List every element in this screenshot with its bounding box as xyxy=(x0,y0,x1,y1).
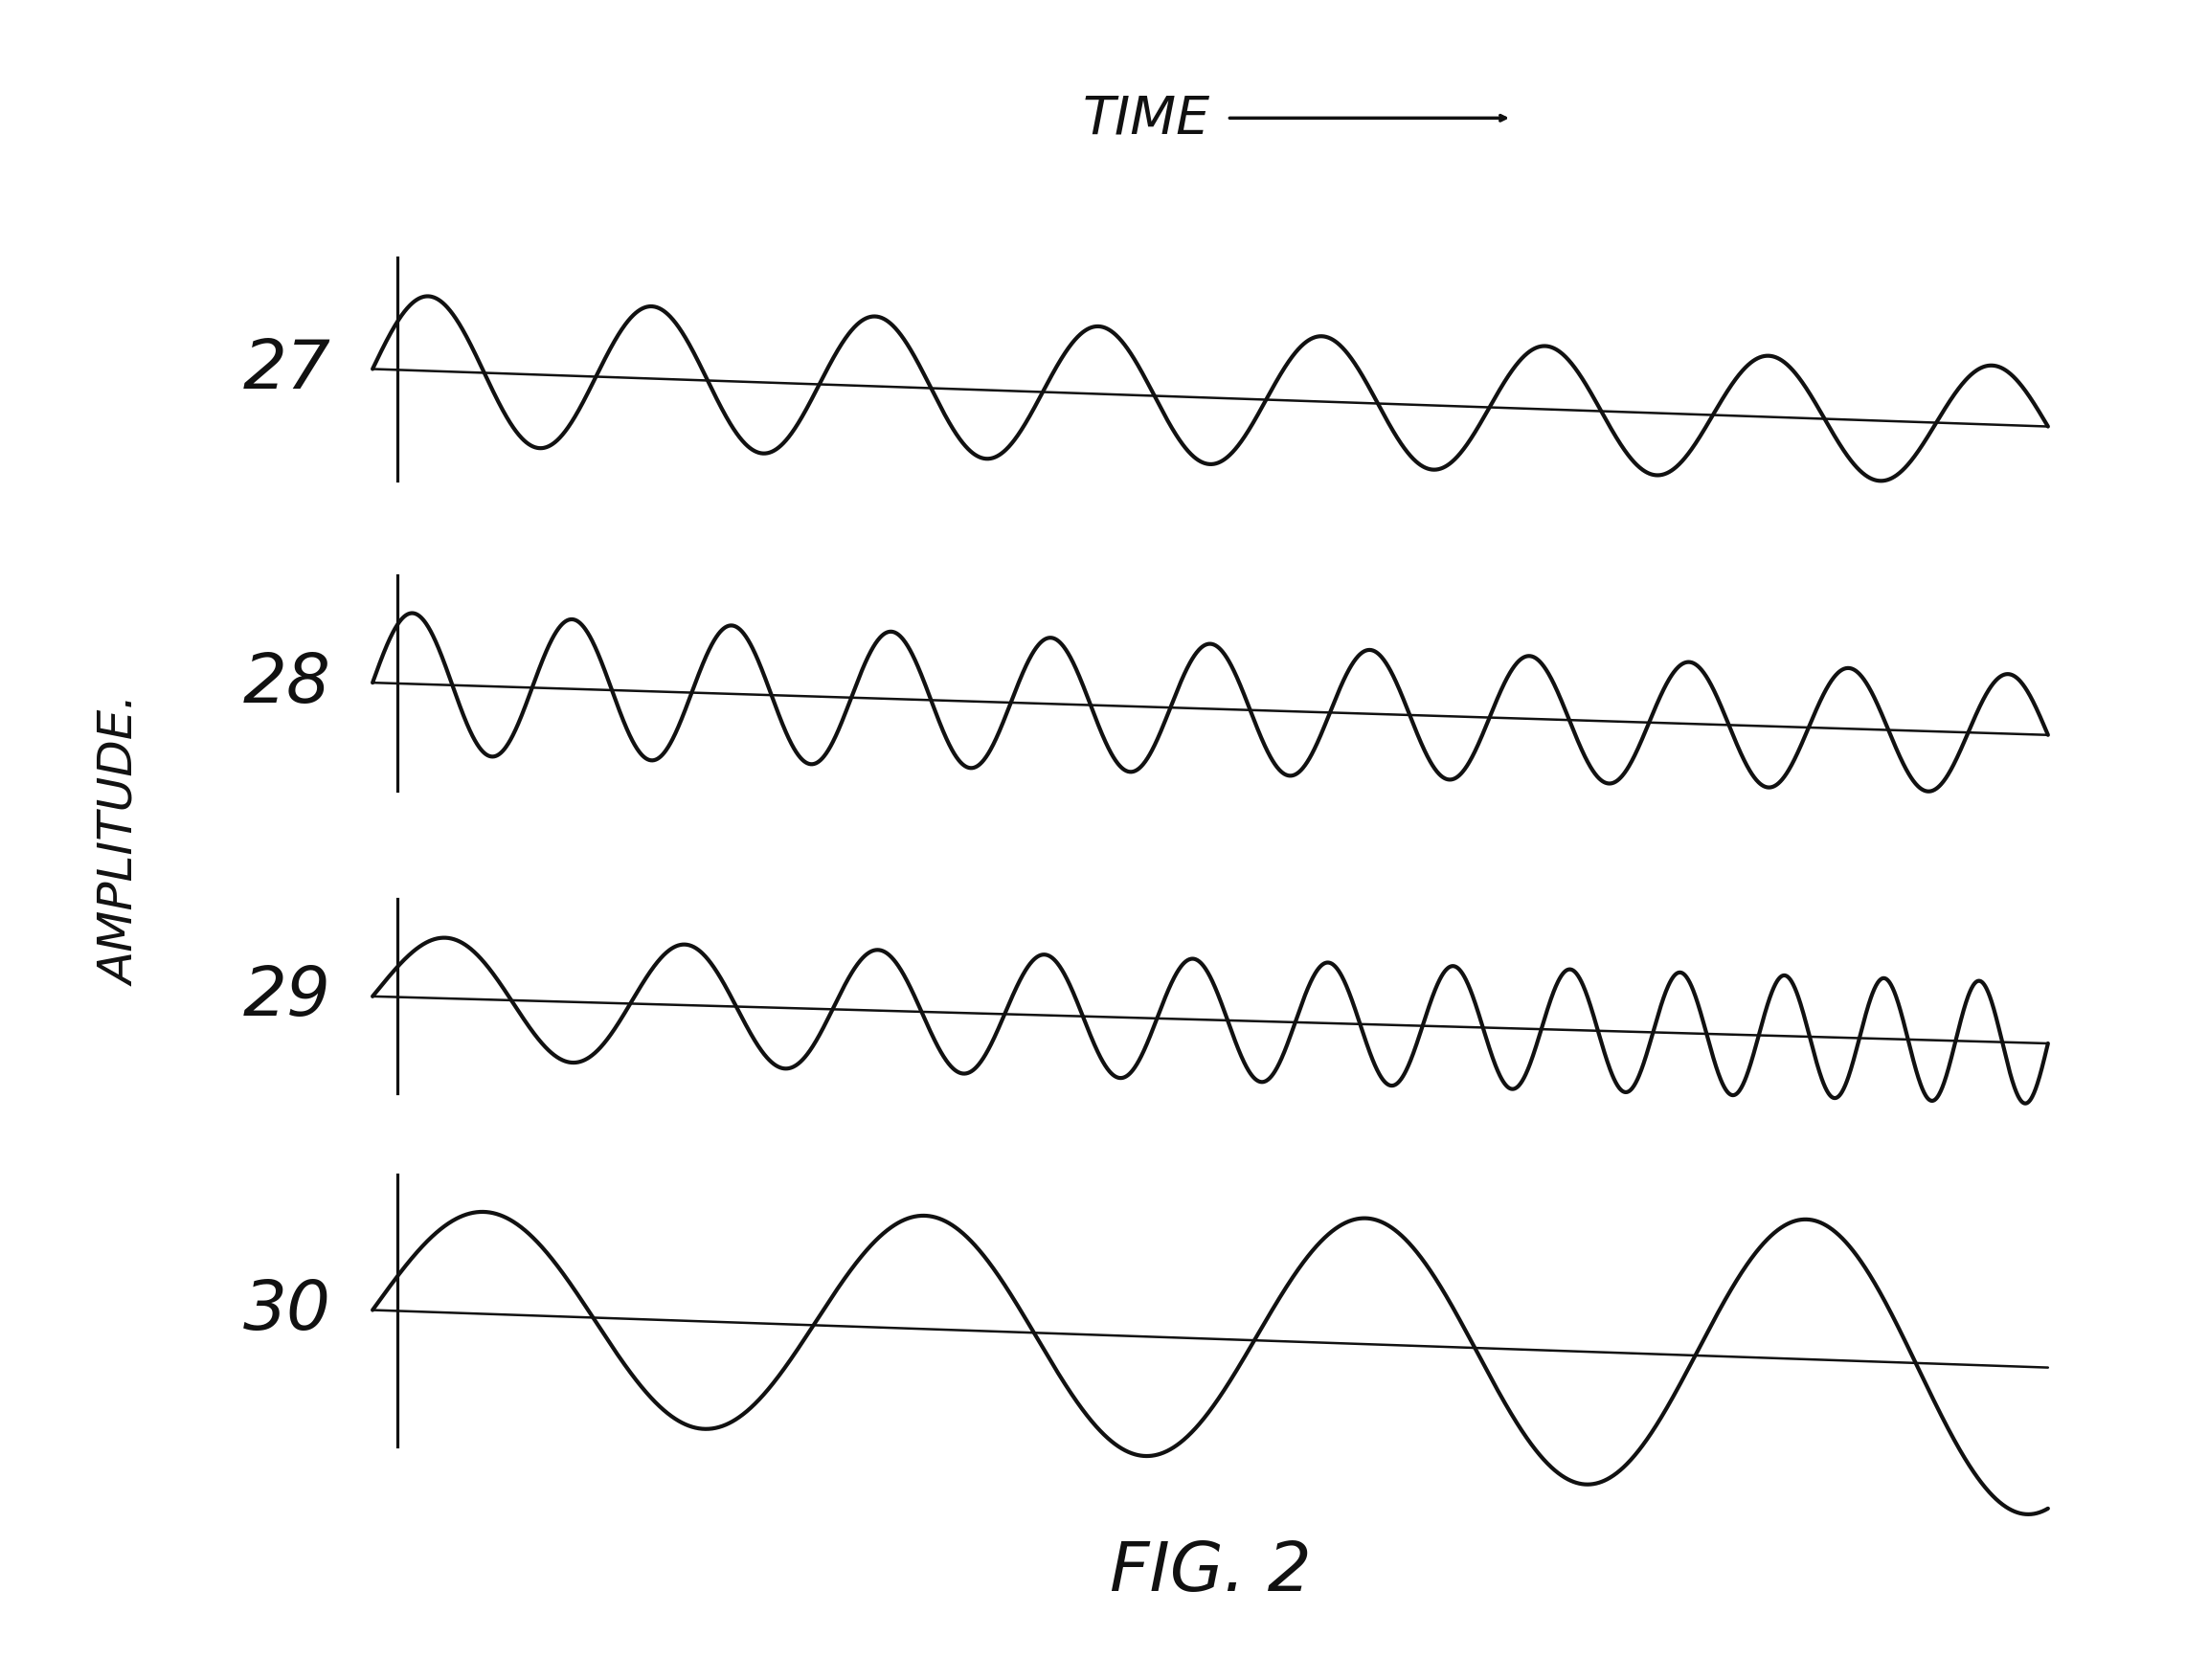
Text: 29: 29 xyxy=(243,964,330,1030)
Text: AMPLITUDE.: AMPLITUDE. xyxy=(98,696,144,984)
Text: FIG. 2: FIG. 2 xyxy=(1108,1539,1312,1604)
Text: TIME: TIME xyxy=(1082,94,1211,144)
Text: 30: 30 xyxy=(243,1277,330,1344)
Text: 27: 27 xyxy=(243,336,330,403)
Text: 28: 28 xyxy=(243,650,330,716)
